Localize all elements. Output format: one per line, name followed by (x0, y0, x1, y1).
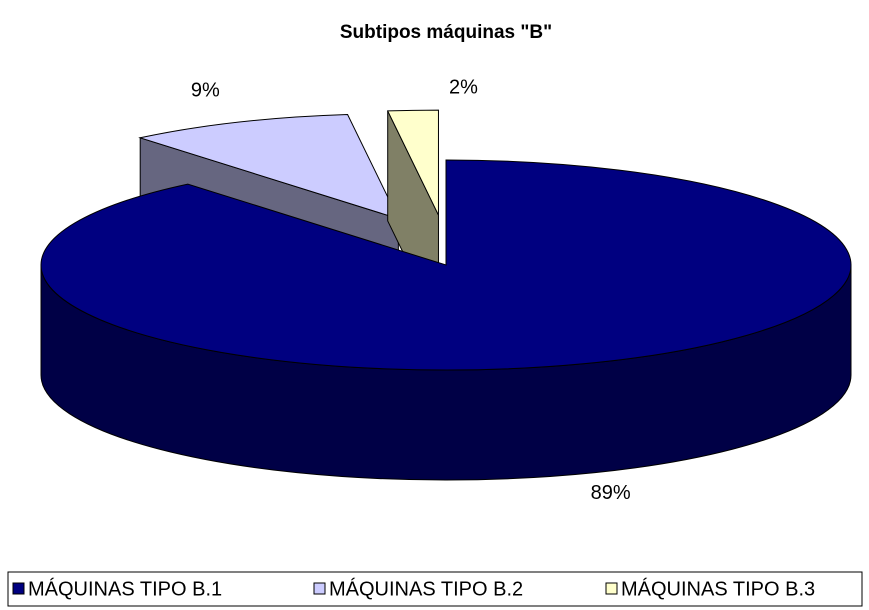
legend-swatch (313, 582, 326, 595)
data-label: 89% (591, 482, 631, 504)
legend: MÁQUINAS TIPO B.1 MÁQUINAS TIPO B.2 MÁQUIN… (12, 577, 815, 600)
pie: 9% 2% 89% (40, 76, 852, 504)
legend-label: MÁQUINAS TIPO B.1 (28, 577, 222, 600)
slice (138, 114, 400, 220)
data-label: 2% (449, 76, 478, 98)
slice (40, 159, 852, 371)
legend-label: MÁQUINAS TIPO B.3 (621, 577, 815, 600)
legend-swatch (605, 582, 618, 595)
legend-swatch (12, 582, 25, 595)
legend-label: MÁQUINAS TIPO B.2 (329, 577, 523, 600)
data-label: 9% (191, 79, 220, 101)
slice (386, 109, 439, 216)
legend-box (7, 571, 863, 607)
chart-title: Subtipos máquinas "B" (340, 22, 552, 43)
